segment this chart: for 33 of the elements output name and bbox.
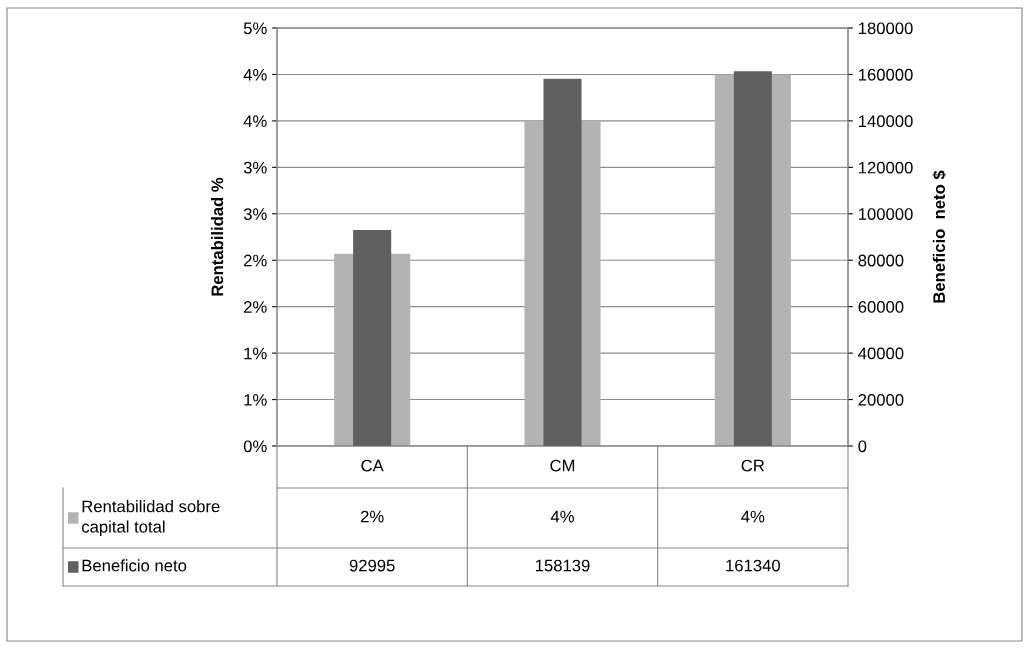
y2-axis-title: Beneficio neto $	[932, 170, 947, 303]
y2-tick-label: 0	[858, 440, 867, 453]
data-label: 2%	[360, 510, 384, 523]
y-tick-label: 5%	[243, 22, 267, 35]
data-label: 4%	[550, 510, 574, 523]
y2-tick-label: 140000	[858, 115, 913, 128]
y-tick-label: 1%	[244, 347, 267, 360]
y-axis-title: Rentabilidad %	[210, 177, 224, 296]
y-tick-label: 2%	[244, 254, 267, 267]
y2-tick-label: 20000	[858, 393, 904, 406]
y2-tick-label: 60000	[858, 301, 904, 313]
legend-label: Beneficio neto	[82, 559, 187, 572]
y-tick-label: 4%	[243, 68, 267, 81]
y-tick-label: 3%	[243, 208, 267, 220]
y-tick-label: 3%	[243, 161, 267, 174]
data-label: 158139	[535, 559, 590, 572]
y2-tick-label: 100000	[858, 208, 913, 220]
x-tick-label: CM	[550, 459, 575, 472]
x-tick-label: CA	[361, 459, 384, 472]
y-tick-label: 4%	[243, 115, 267, 128]
y2-tick-label: 160000	[858, 68, 913, 81]
data-label: 92995	[349, 559, 395, 572]
data-label: 161340	[726, 559, 780, 572]
y-tick-label: 1%	[244, 394, 267, 406]
y-tick-label: 2%	[244, 301, 267, 313]
y2-tick-label: 40000	[858, 347, 904, 360]
x-tick-label: CR	[741, 459, 765, 472]
data-label: 4%	[741, 510, 765, 523]
y2-tick-label: 180000	[858, 22, 913, 35]
legend-label: Rentabilidad sobre capital total	[81, 500, 220, 536]
y2-tick-label: 120000	[858, 161, 913, 174]
y2-tick-label: 80000	[858, 254, 904, 267]
y-tick-label: 0%	[243, 440, 267, 453]
